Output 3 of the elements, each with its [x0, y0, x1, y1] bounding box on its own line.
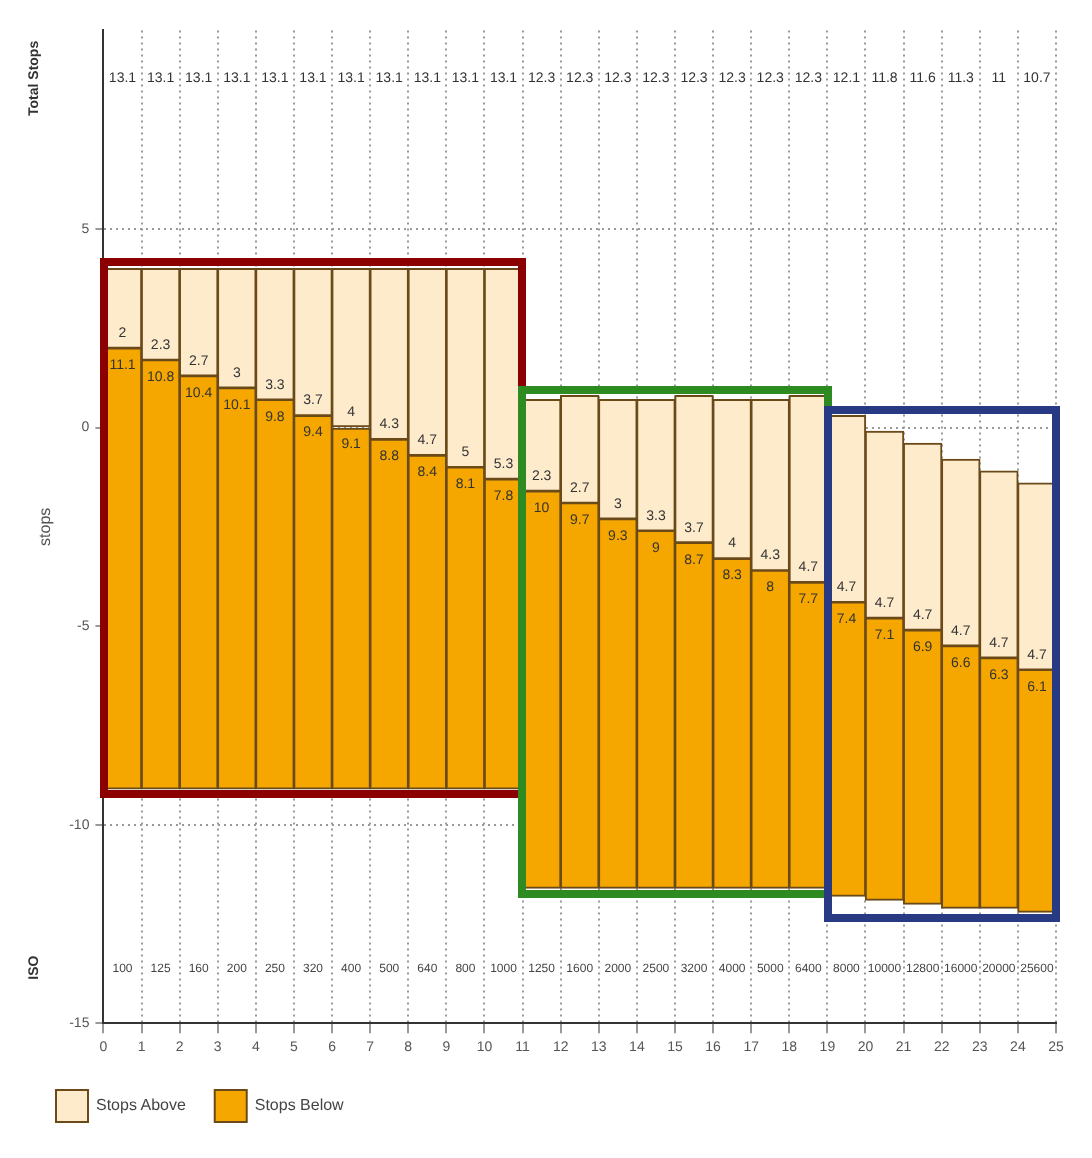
legend-label: Stops Above: [96, 1096, 187, 1115]
legend-label: Stops Below: [254, 1096, 345, 1115]
y-axis-title: stops: [36, 507, 55, 546]
